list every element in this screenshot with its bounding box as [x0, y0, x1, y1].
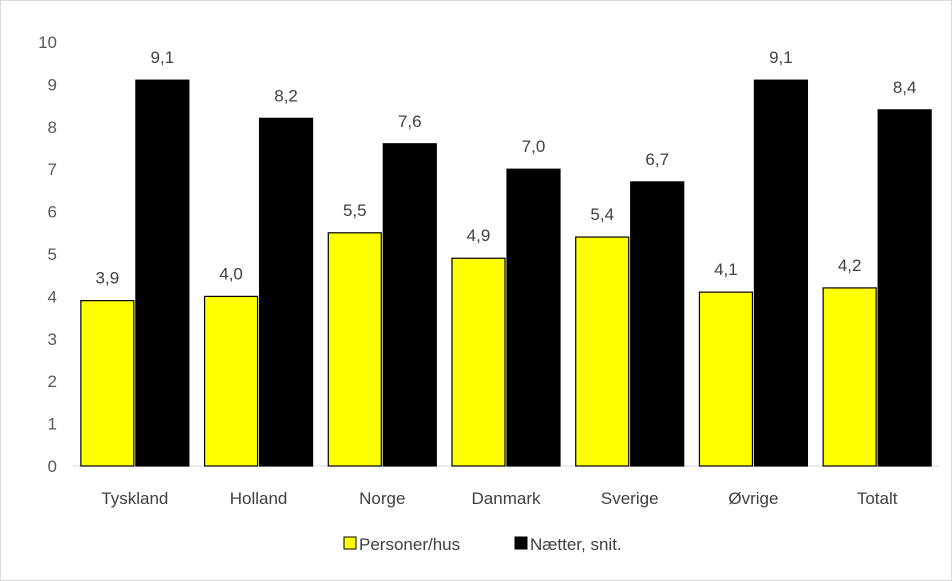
y-tick-label: 7: [48, 160, 57, 179]
y-tick-label: 1: [48, 415, 57, 434]
bars-layer: [80, 79, 932, 467]
x-category-label: Tyskland: [101, 489, 168, 508]
bar-naetter-snit: [258, 117, 314, 467]
x-category-label: Sverige: [601, 489, 659, 508]
legend-swatch-personer-hus: [343, 536, 357, 550]
y-tick-label: 5: [48, 245, 57, 264]
data-label: 6,7: [645, 150, 669, 169]
bar-personer-hus: [203, 295, 259, 467]
y-tick-label: 4: [48, 287, 57, 306]
data-label: 5,4: [590, 205, 614, 224]
data-label: 4,9: [467, 226, 491, 245]
data-label: 4,0: [219, 264, 243, 283]
y-tick-label: 3: [48, 330, 57, 349]
data-labels-layer: 3,9 9,1 4,0 8,2 5,5 7,6 4,9 7,0 5,4 6,7 4,1 9,1 4,2 8…: [96, 48, 917, 287]
data-label: 8,4: [893, 78, 917, 97]
bar-naetter-snit: [135, 79, 190, 467]
legend-label-naetter-snit: Nætter, snit.: [530, 535, 622, 554]
data-label: 3,9: [96, 269, 120, 288]
y-tick-label: 8: [48, 118, 57, 137]
legend-label-personer-hus: Personer/hus: [359, 535, 460, 554]
data-label: 5,5: [343, 201, 367, 220]
bar-personer-hus: [451, 257, 506, 467]
bar-personer-hus: [80, 300, 135, 467]
legend: Personer/hus Nætter, snit.: [343, 535, 622, 554]
y-tick-label: 2: [48, 372, 57, 391]
data-label: 9,1: [151, 48, 175, 67]
y-tick-label: 0: [48, 457, 57, 476]
data-label: 8,2: [274, 86, 298, 105]
x-category-label: Totalt: [857, 489, 898, 508]
data-label: 4,1: [714, 260, 738, 279]
bar-naetter-snit: [877, 109, 932, 467]
data-label: 7,0: [522, 137, 546, 156]
bar-naetter-snit: [382, 143, 437, 467]
data-label: 4,2: [838, 256, 862, 275]
x-category-label: Holland: [230, 489, 288, 508]
bar-personer-hus: [575, 236, 630, 467]
x-category-label: Danmark: [472, 489, 541, 508]
x-category-label: Norge: [359, 489, 405, 508]
y-tick-label: 9: [48, 75, 57, 94]
data-label: 7,6: [398, 112, 422, 131]
legend-swatch-naetter-snit: [514, 536, 528, 550]
bar-personer-hus: [327, 232, 382, 467]
data-label: 9,1: [769, 48, 793, 67]
bar-naetter-snit: [753, 79, 809, 467]
y-tick-label: 10: [38, 33, 57, 52]
bar-naetter-snit: [506, 168, 561, 467]
bar-personer-hus: [698, 291, 754, 467]
x-category-label: Øvrige: [728, 489, 778, 508]
bar-naetter-snit: [630, 181, 685, 467]
y-tick-label: 6: [48, 203, 57, 222]
bar-personer-hus: [822, 287, 877, 467]
